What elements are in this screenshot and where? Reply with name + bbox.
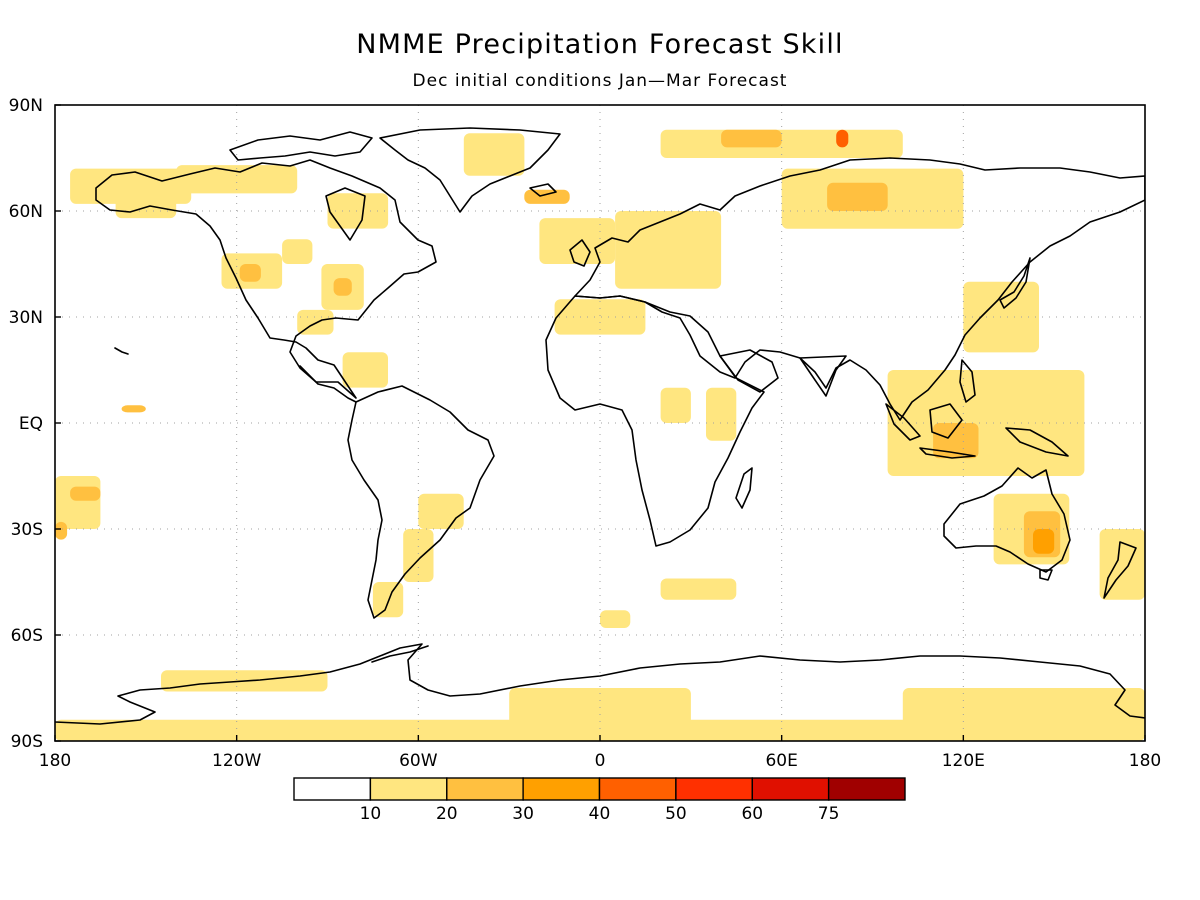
colorbar-swatch (293, 777, 372, 801)
skill-region-indonesia-core (933, 423, 979, 459)
x-tick-label: 120E (942, 751, 985, 771)
skill-region-hudson (327, 193, 389, 229)
coastline-india (799, 355, 847, 397)
skill-region-north-africa (554, 299, 646, 335)
colorbar-swatch (751, 777, 830, 801)
skill-region-western-us-core (239, 264, 261, 282)
x-tick-label: 60W (399, 751, 438, 771)
coastline-tasmania (1039, 569, 1053, 581)
chart-subtitle: Dec initial conditions Jan—Mar Forecast (413, 71, 788, 91)
colorbar-label: 20 (436, 804, 458, 824)
coastline-hawaii (114, 347, 129, 355)
coastline-madagascar (735, 467, 753, 509)
colorbar: 10 20 30 40 50 60 75 (293, 777, 906, 824)
x-tick-label: 60E (765, 751, 797, 771)
coastline-british-isles (569, 239, 591, 267)
skill-region-siberia-north-core (721, 129, 782, 148)
colorbar-label: 30 (512, 804, 534, 824)
y-tick-label: 30S (11, 520, 43, 540)
coastline-borneo (929, 403, 963, 439)
colorbar-swatch (827, 777, 906, 801)
coastline-antarctic-peninsula (371, 645, 429, 663)
skill-region-sahel (660, 387, 691, 423)
x-tick-label: 0 (595, 751, 606, 771)
colorbar-swatch (675, 777, 754, 801)
coastline-central-america (299, 365, 357, 403)
coastlines (55, 127, 1145, 725)
coastline-sumatra (885, 403, 921, 441)
skill-region-east-africa (706, 387, 737, 441)
y-tick-label: EQ (19, 414, 43, 434)
coastline-canadian-archipelago (229, 131, 373, 161)
skill-region-south-atlantic (660, 578, 737, 600)
colorbar-swatch (369, 777, 448, 801)
coastline-japan (999, 257, 1031, 309)
skill-region-hawaii (121, 405, 146, 413)
skill-region-east-asia (963, 281, 1039, 353)
skill-region-patagonia (372, 582, 404, 618)
skill-region-north-atlantic-east (539, 218, 616, 264)
coastline-new-guinea (1005, 427, 1069, 457)
y-tick-label: 60N (9, 202, 43, 222)
skill-region-antarctic-coast-south (55, 719, 1145, 741)
colorbar-swatch (446, 777, 524, 801)
colorbar-label: 40 (589, 804, 611, 824)
skill-region-siberia-central-core (827, 182, 888, 211)
coastline-greenland (379, 127, 561, 213)
skill-region-brazil-south (418, 493, 464, 529)
coastline-arabia (719, 349, 779, 393)
y-tick-label: 90S (11, 732, 43, 752)
coastline-antarctica (55, 643, 1145, 725)
skill-region-great-plains (282, 239, 313, 264)
chart-title: NMME Precipitation Forecast Skill (356, 29, 844, 60)
skill-region-canada-north (176, 165, 298, 194)
coastline-south-america (347, 385, 495, 619)
skill-shading-layer (55, 129, 1145, 741)
x-tick-label: 120W (212, 751, 261, 771)
skill-region-alaska (115, 189, 177, 219)
y-tick-label: 30N (9, 308, 43, 328)
skill-region-taymyr (836, 129, 849, 148)
x-tick-label: 180 (1129, 751, 1161, 771)
colorbar-swatch (522, 777, 601, 801)
coastline-java (919, 447, 976, 459)
skill-region-dateline-south (55, 521, 68, 540)
skill-region-europe (615, 211, 722, 289)
coastline-australia (943, 467, 1071, 573)
y-axis-ticks: 90N 60N 30N EQ 30S 60S 90S (9, 96, 61, 752)
gridlines (55, 105, 1145, 741)
coastline-north-america (95, 159, 437, 399)
skill-region-ohio-valley-core (333, 278, 352, 296)
skill-region-australia-se-core (1033, 529, 1055, 554)
y-tick-label: 90N (9, 96, 43, 116)
skill-region-south-pacific-west-core (70, 486, 101, 501)
coastline-hudson-bay (325, 187, 366, 241)
colorbar-swatch (598, 777, 677, 801)
coastline-philippines (959, 359, 976, 403)
x-axis-ticks: 180 120W 60W 0 60E 120E 180 (39, 735, 1161, 771)
colorbar-label: 50 (665, 804, 687, 824)
coastline-africa (545, 295, 765, 547)
skill-region-iceland (524, 189, 570, 204)
skill-region-greenland-east (463, 133, 525, 176)
coastline-new-zealand (1103, 541, 1137, 599)
y-tick-label: 60S (11, 626, 43, 646)
colorbar-label: 75 (818, 804, 840, 824)
skill-region-caribbean (342, 352, 388, 388)
colorbar-label: 10 (360, 804, 382, 824)
skill-region-south-pacific-west (55, 476, 101, 529)
skill-region-southern-ocean (600, 610, 631, 628)
colorbar-label: 60 (741, 804, 763, 824)
coastline-iceland (529, 183, 557, 197)
x-tick-label: 180 (39, 751, 71, 771)
